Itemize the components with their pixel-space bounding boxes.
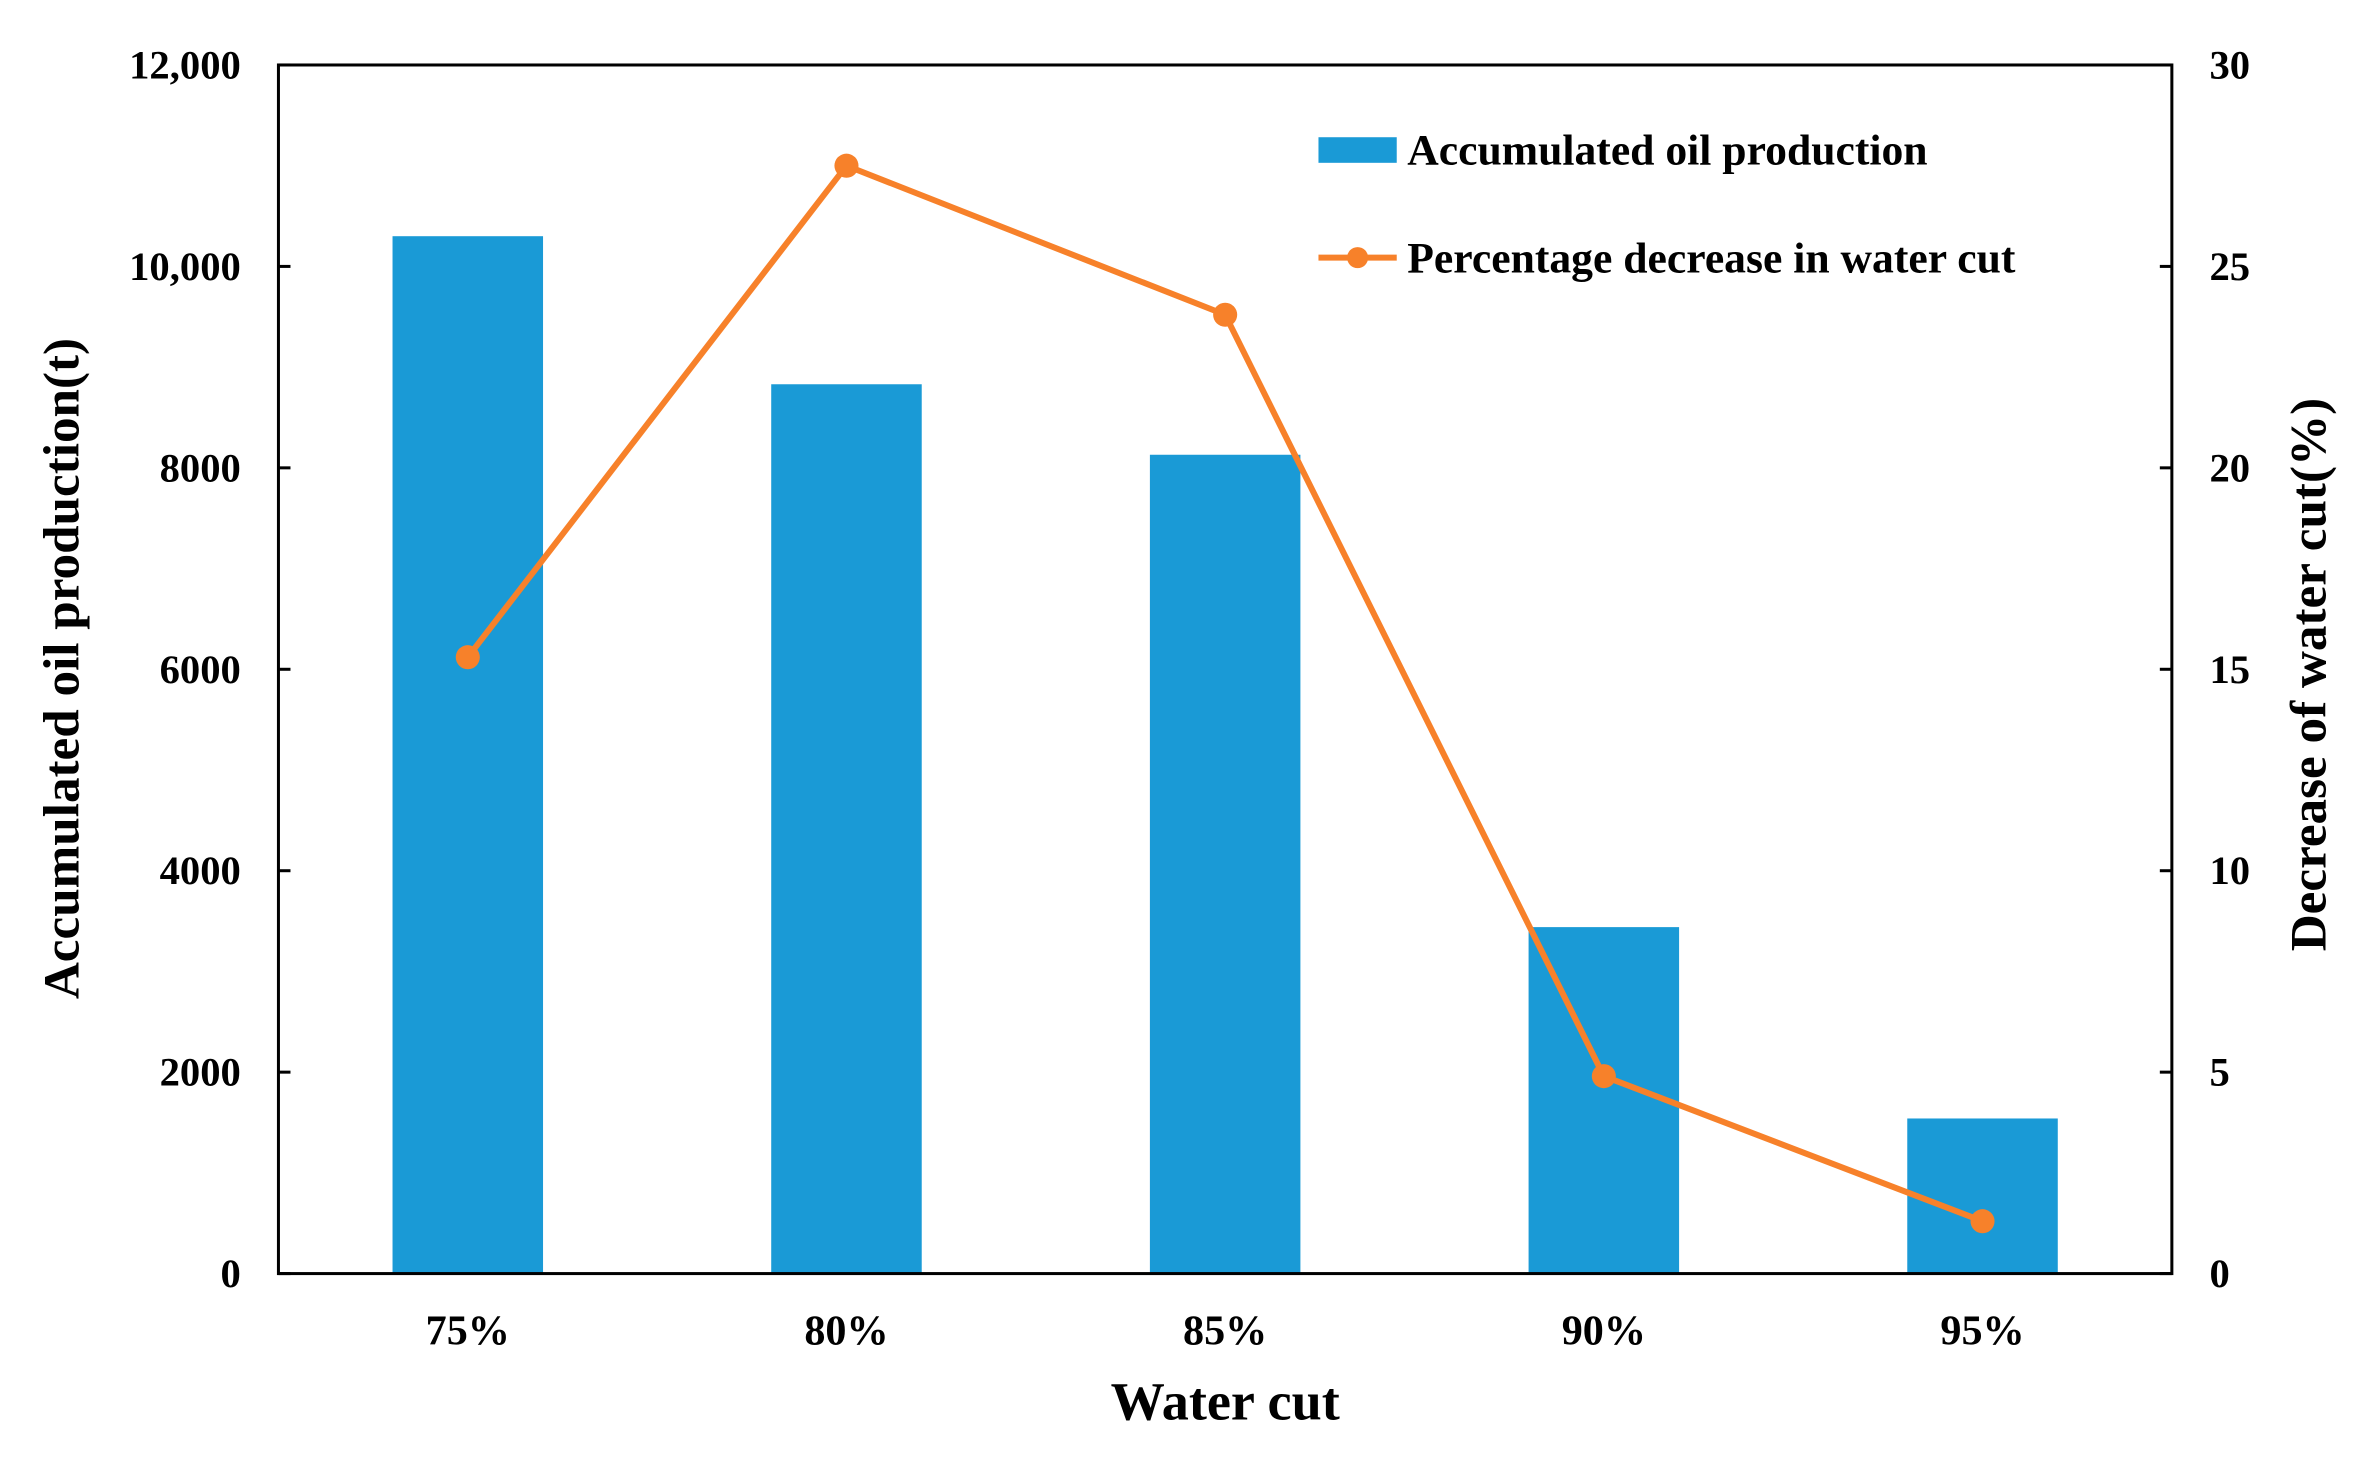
x-tick-label: 90% bbox=[1562, 1307, 1646, 1354]
bar bbox=[1528, 927, 1680, 1274]
bar bbox=[392, 236, 544, 1274]
y2-tick-label: 25 bbox=[2209, 244, 2250, 289]
y2-axis-label: Decrease of water cut(%) bbox=[2280, 398, 2337, 951]
y-tick-label: 10,000 bbox=[129, 244, 241, 289]
y2-tick-label: 0 bbox=[2209, 1251, 2229, 1296]
x-tick-label: 85% bbox=[1183, 1307, 1267, 1354]
y-tick-label: 8000 bbox=[160, 445, 241, 490]
y-tick-label: 12,000 bbox=[129, 43, 241, 88]
x-tick-label: 75% bbox=[426, 1307, 510, 1354]
y-axis-label: Accumulated oil production(t) bbox=[33, 338, 90, 999]
bar bbox=[771, 384, 922, 1274]
y-tick-label: 0 bbox=[221, 1251, 241, 1296]
x-tick-label: 95% bbox=[1940, 1307, 2024, 1354]
line-marker bbox=[455, 645, 480, 670]
y2-tick-label: 15 bbox=[2209, 647, 2250, 692]
legend-swatch-marker bbox=[1347, 247, 1369, 269]
line-marker bbox=[1970, 1209, 1995, 1234]
x-tick-label: 80% bbox=[804, 1307, 888, 1354]
y-tick-label: 4000 bbox=[160, 848, 241, 893]
y2-tick-label: 30 bbox=[2209, 43, 2250, 88]
y2-tick-label: 20 bbox=[2209, 445, 2250, 490]
y2-tick-label: 5 bbox=[2209, 1050, 2229, 1095]
line-marker bbox=[1213, 302, 1238, 327]
x-axis-label: Water cut bbox=[1111, 1372, 1340, 1432]
y-tick-label: 6000 bbox=[160, 647, 241, 692]
bar bbox=[1907, 1118, 2058, 1274]
legend-label-bar: Accumulated oil production bbox=[1407, 126, 1927, 174]
line-marker bbox=[1591, 1064, 1616, 1089]
legend-label-line: Percentage decrease in water cut bbox=[1407, 235, 2016, 283]
line-marker bbox=[834, 153, 859, 178]
y-tick-label: 2000 bbox=[160, 1050, 241, 1095]
legend-swatch-bar bbox=[1318, 137, 1397, 163]
y2-tick-label: 10 bbox=[2209, 848, 2250, 893]
bar bbox=[1149, 454, 1301, 1274]
legend: Accumulated oil production Percentage de… bbox=[1318, 126, 2016, 283]
